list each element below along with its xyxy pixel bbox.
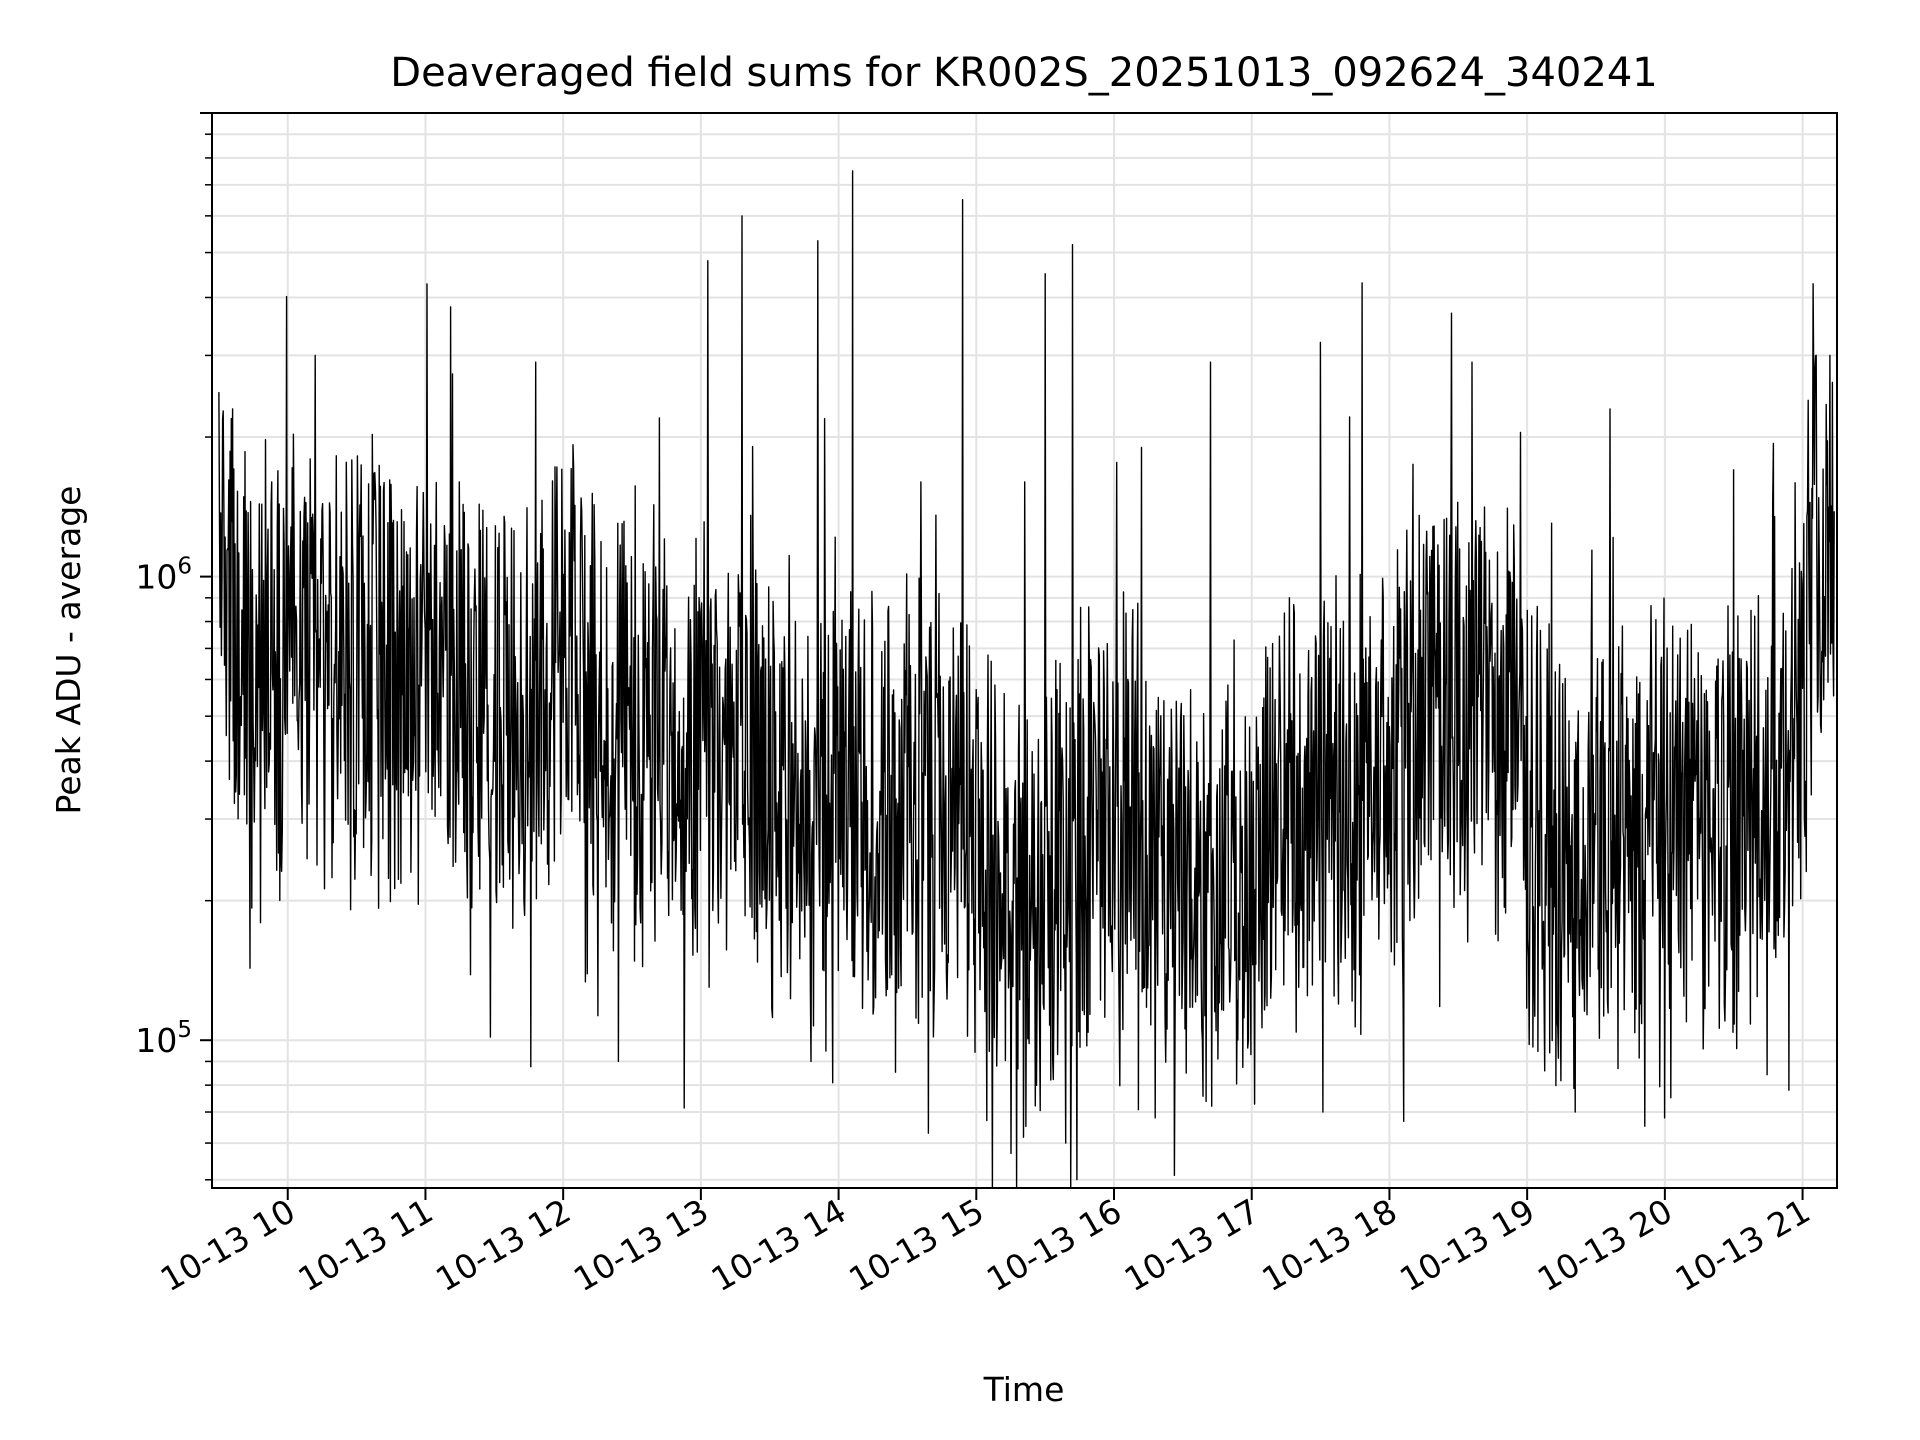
y-tick-exponent: 5 xyxy=(177,1017,192,1043)
series-line-group xyxy=(218,170,1835,1189)
y-tick-base: 10 xyxy=(135,558,177,597)
x-axis-label: Time xyxy=(983,1370,1065,1409)
plot-frame xyxy=(211,112,1838,1189)
series-line xyxy=(218,170,1835,1189)
y-tick-exponent: 6 xyxy=(177,554,192,580)
chart-title: Deaveraged field sums for KR002S_2025101… xyxy=(390,50,1657,96)
y-tick-label: 106 xyxy=(135,554,192,597)
y-tick-base: 10 xyxy=(135,1021,177,1060)
y-tick-label: 105 xyxy=(135,1017,192,1060)
y-axis-label: Peak ADU - average xyxy=(49,486,88,815)
